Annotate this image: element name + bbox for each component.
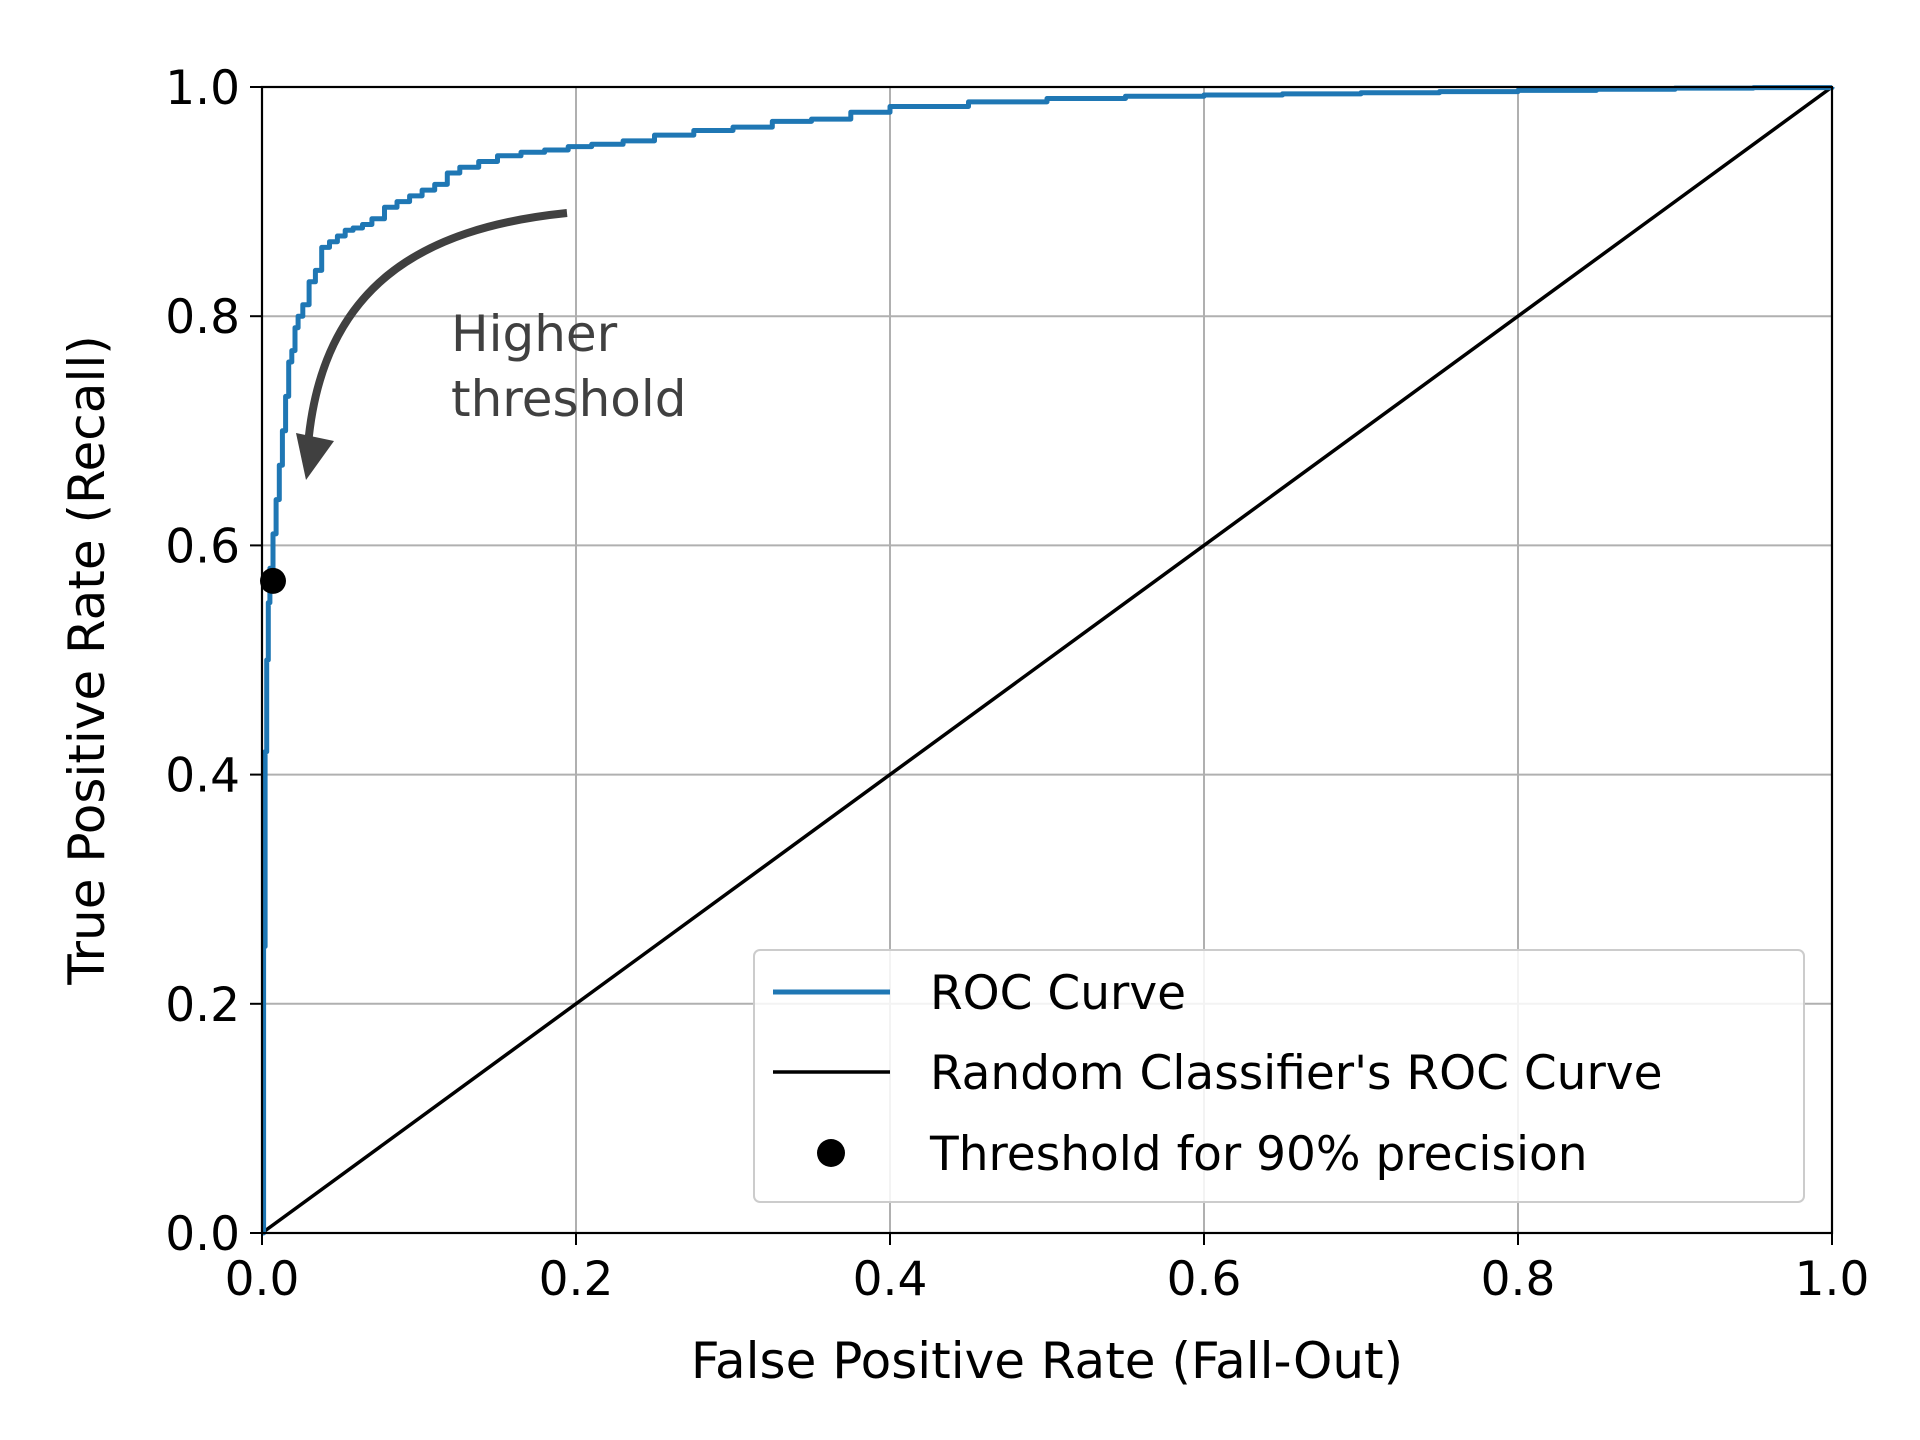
y-tick-label: 0.2 [165, 978, 240, 1033]
higher-threshold-annotation: Higher threshold [296, 209, 686, 480]
random-classifier-line [260, 85, 1834, 1235]
y-tick-label: 0.0 [165, 1207, 240, 1262]
x-tick-label: 0.2 [539, 1252, 614, 1307]
x-tick-label: 0.4 [853, 1252, 928, 1307]
axes-frame [260, 85, 1834, 1235]
y-axis-label: True Positive Rate (Recall) [58, 335, 116, 985]
x-tick-label: 0.8 [1481, 1252, 1556, 1307]
legend-label-threshold: Threshold for 90% precision [929, 1127, 1588, 1182]
legend-label-roc: ROC Curve [930, 966, 1186, 1021]
roc-curve-line [261, 85, 1835, 1236]
annotation-arrowhead [296, 433, 334, 480]
x-axis-label: False Positive Rate (Fall-Out) [691, 1332, 1403, 1390]
threshold-point-series [259, 567, 286, 594]
x-tick-label: 1.0 [1795, 1252, 1870, 1307]
legend-label-random: Random Classifier's ROC Curve [930, 1046, 1663, 1101]
y-tick-label: 1.0 [165, 61, 240, 116]
annotation-arrow [304, 209, 568, 446]
legend: ROC Curve Random Classifier's ROC Curve … [753, 949, 1805, 1203]
axis-ticks: 0.0 0.2 0.4 0.6 0.8 1.0 0.0 0.2 0.4 0.6 0.8 1.0 [165, 61, 1869, 1307]
x-tick-label: 0.6 [1167, 1252, 1242, 1307]
annotation-text-line-1: Higher [451, 305, 618, 363]
legend-swatch-threshold [817, 1139, 845, 1167]
random-classifier-series [260, 85, 1834, 1235]
roc-curve-series [261, 85, 1835, 1236]
threshold-point [259, 567, 286, 594]
annotation-text-line-2: threshold [451, 370, 686, 428]
x-tick-label: 0.0 [225, 1252, 300, 1307]
y-tick-label: 0.4 [165, 749, 240, 804]
y-tick-label: 0.6 [165, 519, 240, 574]
y-tick-label: 0.8 [165, 290, 240, 345]
legend-box [753, 949, 1805, 1203]
